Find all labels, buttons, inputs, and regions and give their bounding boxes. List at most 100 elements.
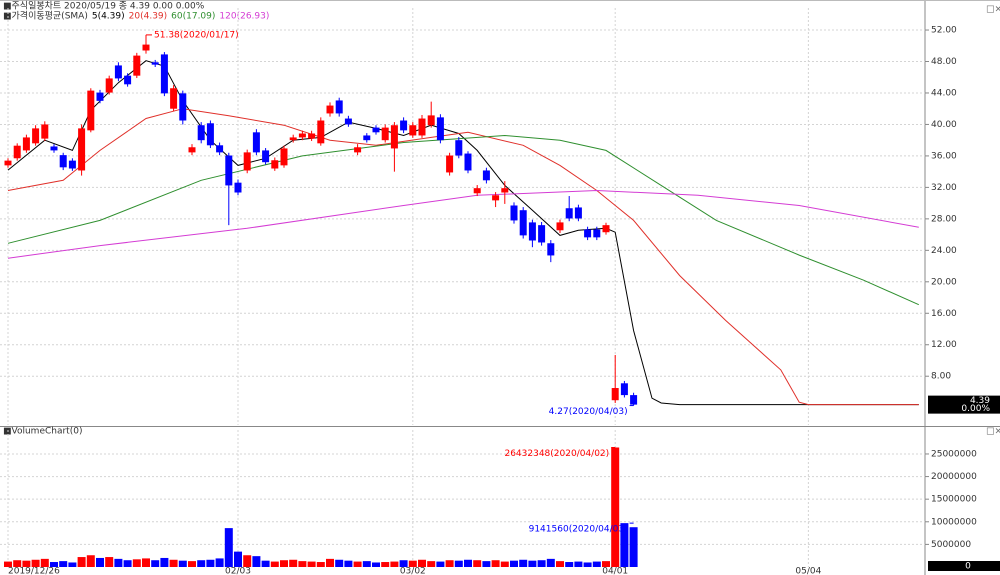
candle-body <box>501 188 509 193</box>
ma-legend-title: ■가격이동평균(SMA) <box>3 10 88 22</box>
volume-bar <box>215 558 224 567</box>
volume-bar <box>151 560 160 567</box>
volume-bar <box>224 528 233 567</box>
candle-body <box>400 120 408 131</box>
candle-body <box>280 148 288 166</box>
volume-bar <box>261 560 270 567</box>
candle-body <box>354 147 362 153</box>
candle-body <box>611 388 619 401</box>
candle-body <box>574 207 582 219</box>
volume-bar <box>436 561 445 567</box>
candle-body <box>142 44 150 51</box>
volume-bar <box>252 556 261 567</box>
candle-body <box>96 92 104 101</box>
candle-body <box>464 153 472 171</box>
annotation: 51.38(2020/01/17) <box>154 30 239 40</box>
candle-body <box>492 195 500 201</box>
candle-body <box>455 140 463 156</box>
volume-bar <box>197 560 206 567</box>
volume-bar <box>132 559 141 567</box>
candle-body <box>124 75 132 85</box>
volume-bar <box>31 559 40 567</box>
volume-bar <box>381 562 390 567</box>
last-price: 4.39 <box>970 396 990 406</box>
volume-bar <box>307 561 316 567</box>
volume-bar <box>500 561 509 567</box>
candle-body <box>105 78 113 93</box>
y-tick-label: 8.00 <box>931 372 951 382</box>
candle-body <box>151 62 159 65</box>
volume-bar <box>556 561 564 567</box>
candle-body <box>326 105 334 114</box>
candle-body <box>13 145 21 159</box>
candle-body <box>41 124 49 139</box>
candle-body <box>160 54 168 94</box>
panel-icons[interactable]: □× <box>986 427 1000 437</box>
volume-bar <box>362 561 371 567</box>
candle-body <box>602 225 610 233</box>
volume-bar <box>482 561 491 567</box>
volume-bar <box>353 561 362 567</box>
volume-bar <box>592 561 601 567</box>
candle-body <box>32 128 40 144</box>
panel-icons[interactable]: □× <box>986 5 1000 15</box>
x-tick-label: 2019/12/26 <box>8 567 60 575</box>
volume-bar <box>40 558 49 567</box>
candle-body <box>565 208 573 219</box>
candle-body <box>547 243 555 256</box>
candle-body <box>427 115 435 126</box>
candle-body <box>436 117 444 141</box>
y-tick-label: 52.00 <box>931 26 957 36</box>
volume-bar <box>335 559 344 567</box>
volume-bar <box>114 558 123 567</box>
volume-bar <box>491 560 500 567</box>
volume-bar <box>50 562 58 567</box>
volume-bar <box>13 560 22 567</box>
candle-body <box>271 160 279 169</box>
candle-body <box>620 383 628 396</box>
candle-body <box>197 125 205 141</box>
volume-bar <box>160 557 169 567</box>
volume-bar <box>427 561 436 567</box>
candle-body <box>363 135 371 141</box>
candle-body <box>206 123 214 146</box>
candle-body <box>243 152 251 171</box>
candle-body <box>528 222 536 241</box>
candle-body <box>372 127 380 133</box>
volume-title: ■VolumeChart(0) <box>3 427 82 437</box>
volume-bar <box>59 561 68 567</box>
candle-body <box>262 150 270 163</box>
volume-bar <box>537 560 546 567</box>
candle-body <box>68 160 76 169</box>
volume-bar <box>583 562 592 567</box>
candle-body <box>335 100 343 114</box>
candle-body <box>22 137 30 151</box>
annotation: 9141560(2020/04/03) <box>529 525 628 535</box>
volume-bar <box>68 562 77 567</box>
y-tick-label: 36.00 <box>931 151 957 161</box>
y-tick-label: 20000000 <box>931 472 977 482</box>
volume-bar <box>372 562 380 567</box>
candle-body <box>225 155 233 186</box>
candle-body <box>308 133 316 139</box>
candle-body <box>409 125 417 136</box>
y-tick-label: 32.00 <box>931 183 957 193</box>
legend-entry: 120(26.93) <box>219 12 269 22</box>
annotation: 4.27(2020/04/03) <box>549 407 628 417</box>
volume-bar <box>188 561 196 567</box>
volume-bar <box>298 561 307 567</box>
candle-body <box>216 145 224 153</box>
volume-bar <box>280 560 288 567</box>
price-title: ■주식일봉차트 2020/05/19 종 4.39 0.00 0.00% <box>3 0 205 12</box>
volume-bar <box>178 560 187 567</box>
y-tick-label: 40.00 <box>931 120 957 130</box>
candle-body <box>482 170 490 181</box>
candle-body <box>510 205 518 221</box>
moving-average-line <box>7 60 919 406</box>
volume-bar <box>574 561 583 567</box>
y-tick-label: 5000000 <box>931 540 971 550</box>
candle-body <box>170 88 178 109</box>
